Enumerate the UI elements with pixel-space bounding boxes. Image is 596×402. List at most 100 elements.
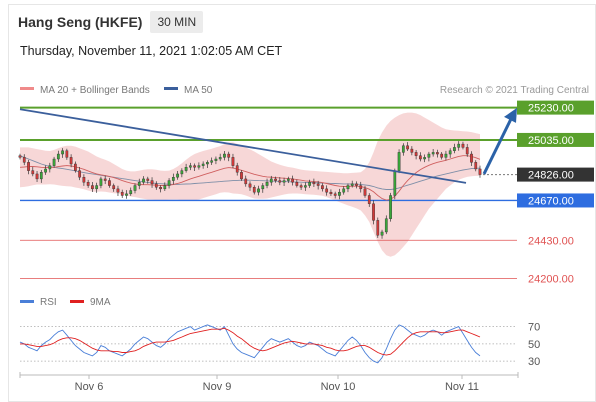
candle-body — [99, 178, 103, 186]
candle-body — [346, 185, 350, 190]
instrument-title: Hang Seng (HKFE) — [18, 14, 143, 30]
candle-body — [474, 162, 478, 170]
candle-body — [453, 147, 456, 151]
trendline-group — [19, 107, 517, 184]
rsi-tick-70: 70 — [528, 322, 540, 334]
candle-body — [146, 178, 150, 181]
candle-body — [65, 150, 69, 158]
rsi-ma-legend-swatch — [70, 300, 84, 303]
x-tick-label: Nov 6 — [75, 381, 104, 393]
rsi-ma-legend-label: 9MA — [90, 297, 111, 308]
rsi-tick-50: 50 — [528, 339, 540, 351]
ma50-legend-swatch — [164, 87, 178, 90]
candle-body — [18, 155, 22, 158]
candle-body — [35, 173, 39, 180]
candle-body — [103, 178, 107, 181]
candle-body — [406, 145, 409, 150]
candle-body — [342, 188, 346, 193]
candle-body — [397, 152, 401, 171]
candle-body — [359, 185, 363, 190]
candle-body — [154, 183, 158, 188]
level-label-5: 24200.00 — [528, 273, 574, 285]
candle-body — [325, 188, 329, 193]
candle-body — [380, 231, 384, 236]
level-labels: 25230.00 25035.00 24826.00 24670.00 24430.00… — [517, 100, 594, 285]
candle-body — [252, 186, 256, 193]
candle-body — [142, 178, 145, 183]
level-label-box-0 — [517, 100, 594, 115]
candle-body — [423, 157, 426, 160]
candle-body — [163, 185, 167, 190]
candle-body — [470, 153, 473, 163]
candle-body — [291, 178, 294, 183]
candle-body — [56, 153, 60, 160]
level-label-box-3 — [517, 193, 594, 208]
candle-body — [214, 158, 218, 161]
x-tick-label: Nov 10 — [321, 381, 356, 393]
rsi-legend: RSI 9MA — [20, 297, 111, 308]
candle-body — [197, 165, 201, 168]
candle-body — [419, 155, 422, 160]
candle-body — [48, 165, 52, 170]
candle-body — [22, 157, 26, 163]
candle-body — [333, 193, 337, 196]
candle-body — [308, 182, 311, 186]
candle-body — [457, 143, 461, 148]
rsi-legend-swatch — [20, 300, 34, 303]
candle-body — [367, 195, 371, 204]
level-label-box-1 — [517, 132, 594, 147]
candle-body — [244, 178, 248, 185]
ma50-legend-label: MA 50 — [184, 85, 213, 96]
ma20-legend-label: MA 20 + Bollinger Bands — [40, 85, 150, 96]
candle-body — [78, 170, 81, 178]
candle-body — [125, 193, 128, 196]
candle-body — [218, 157, 222, 160]
candle-body — [414, 152, 418, 156]
rsi-legend-label: RSI — [40, 297, 57, 308]
candle-body — [401, 145, 405, 153]
candle-body — [282, 180, 286, 183]
candle-body — [167, 180, 171, 186]
level-label-3: 24670.00 — [528, 195, 574, 207]
candle-body — [201, 163, 205, 166]
candle-body — [278, 180, 282, 183]
candle-body — [448, 150, 452, 155]
price-legend: MA 20 + Bollinger Bands MA 50 Research ©… — [20, 85, 589, 96]
candle-body — [257, 188, 260, 193]
candle-body — [206, 162, 209, 165]
level-label-1: 25035.00 — [528, 135, 574, 147]
candle-body — [431, 152, 435, 155]
chart-frame — [8, 4, 596, 402]
candle-body — [248, 183, 252, 188]
rsi-panel: 70 50 30 — [19, 322, 540, 368]
candle-body — [295, 182, 299, 186]
candle-body — [189, 165, 192, 168]
candle-body — [350, 183, 354, 186]
candle-body — [116, 188, 120, 193]
candle-body — [112, 185, 116, 190]
candle-body — [427, 153, 431, 158]
candle-body — [461, 143, 465, 148]
candle-body — [465, 147, 469, 155]
timestamp: Thursday, November 11, 2021 1:02:05 AM C… — [20, 44, 283, 58]
ma50-line — [19, 155, 481, 190]
candle-body — [129, 190, 133, 195]
interval-badge[interactable]: 30 MIN — [150, 11, 204, 33]
x-axis: Nov 6 Nov 9 Nov 10 Nov 11 — [19, 372, 519, 393]
candle-body — [478, 168, 482, 175]
candle-body — [269, 178, 273, 183]
candle-body — [31, 170, 35, 175]
candle-body — [227, 153, 231, 158]
candle-body — [74, 163, 77, 171]
candle-body — [44, 168, 47, 173]
ma20-line — [19, 155, 481, 201]
rsi-series-rsi — [19, 324, 481, 364]
copyright-text: Research © 2021 Trading Central — [440, 85, 589, 96]
candle-body — [436, 152, 439, 155]
level-label-2: 24826.00 — [528, 170, 574, 182]
candle-body — [171, 177, 175, 181]
candle-body — [265, 182, 269, 186]
chart-header: Hang Seng (HKFE) 30 MIN — [18, 10, 204, 34]
candle-body — [274, 178, 277, 181]
